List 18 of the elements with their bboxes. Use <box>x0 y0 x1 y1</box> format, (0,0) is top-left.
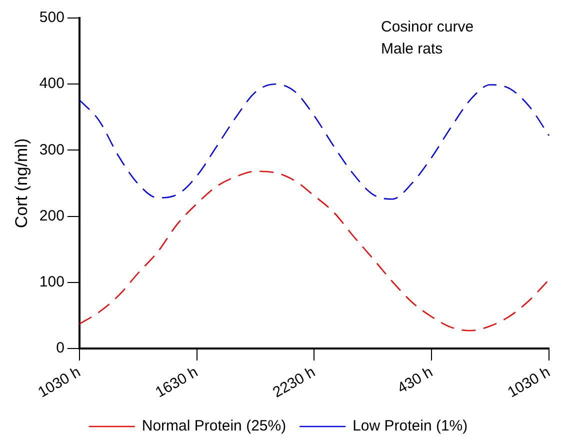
annotation: Male rats <box>381 40 443 58</box>
x-tick-label: 430 h <box>394 364 436 398</box>
y-tick-label: 100 <box>39 274 64 291</box>
y-tick-label: 500 <box>39 9 64 26</box>
y-axis-title: Cort (ng/ml) <box>12 138 31 228</box>
x-tick-label: 2230 h <box>270 364 318 402</box>
x-tick-label: 1030 h <box>504 364 554 402</box>
y-tick-label: 400 <box>39 75 64 92</box>
x-tick-label: 1030 h <box>35 364 84 402</box>
line-series <box>78 83 550 200</box>
y-tick-label: 300 <box>39 141 64 158</box>
y-tick-label: 200 <box>39 207 64 224</box>
legend-label: Low Protein (1%) <box>352 418 468 435</box>
line-series <box>78 170 550 332</box>
x-tick-label: 1630 h <box>152 364 201 402</box>
annotation: Cosinor curve <box>381 18 474 36</box>
legend-label: Normal Protein (25%) <box>142 418 286 435</box>
y-tick-label: 0 <box>56 340 64 357</box>
